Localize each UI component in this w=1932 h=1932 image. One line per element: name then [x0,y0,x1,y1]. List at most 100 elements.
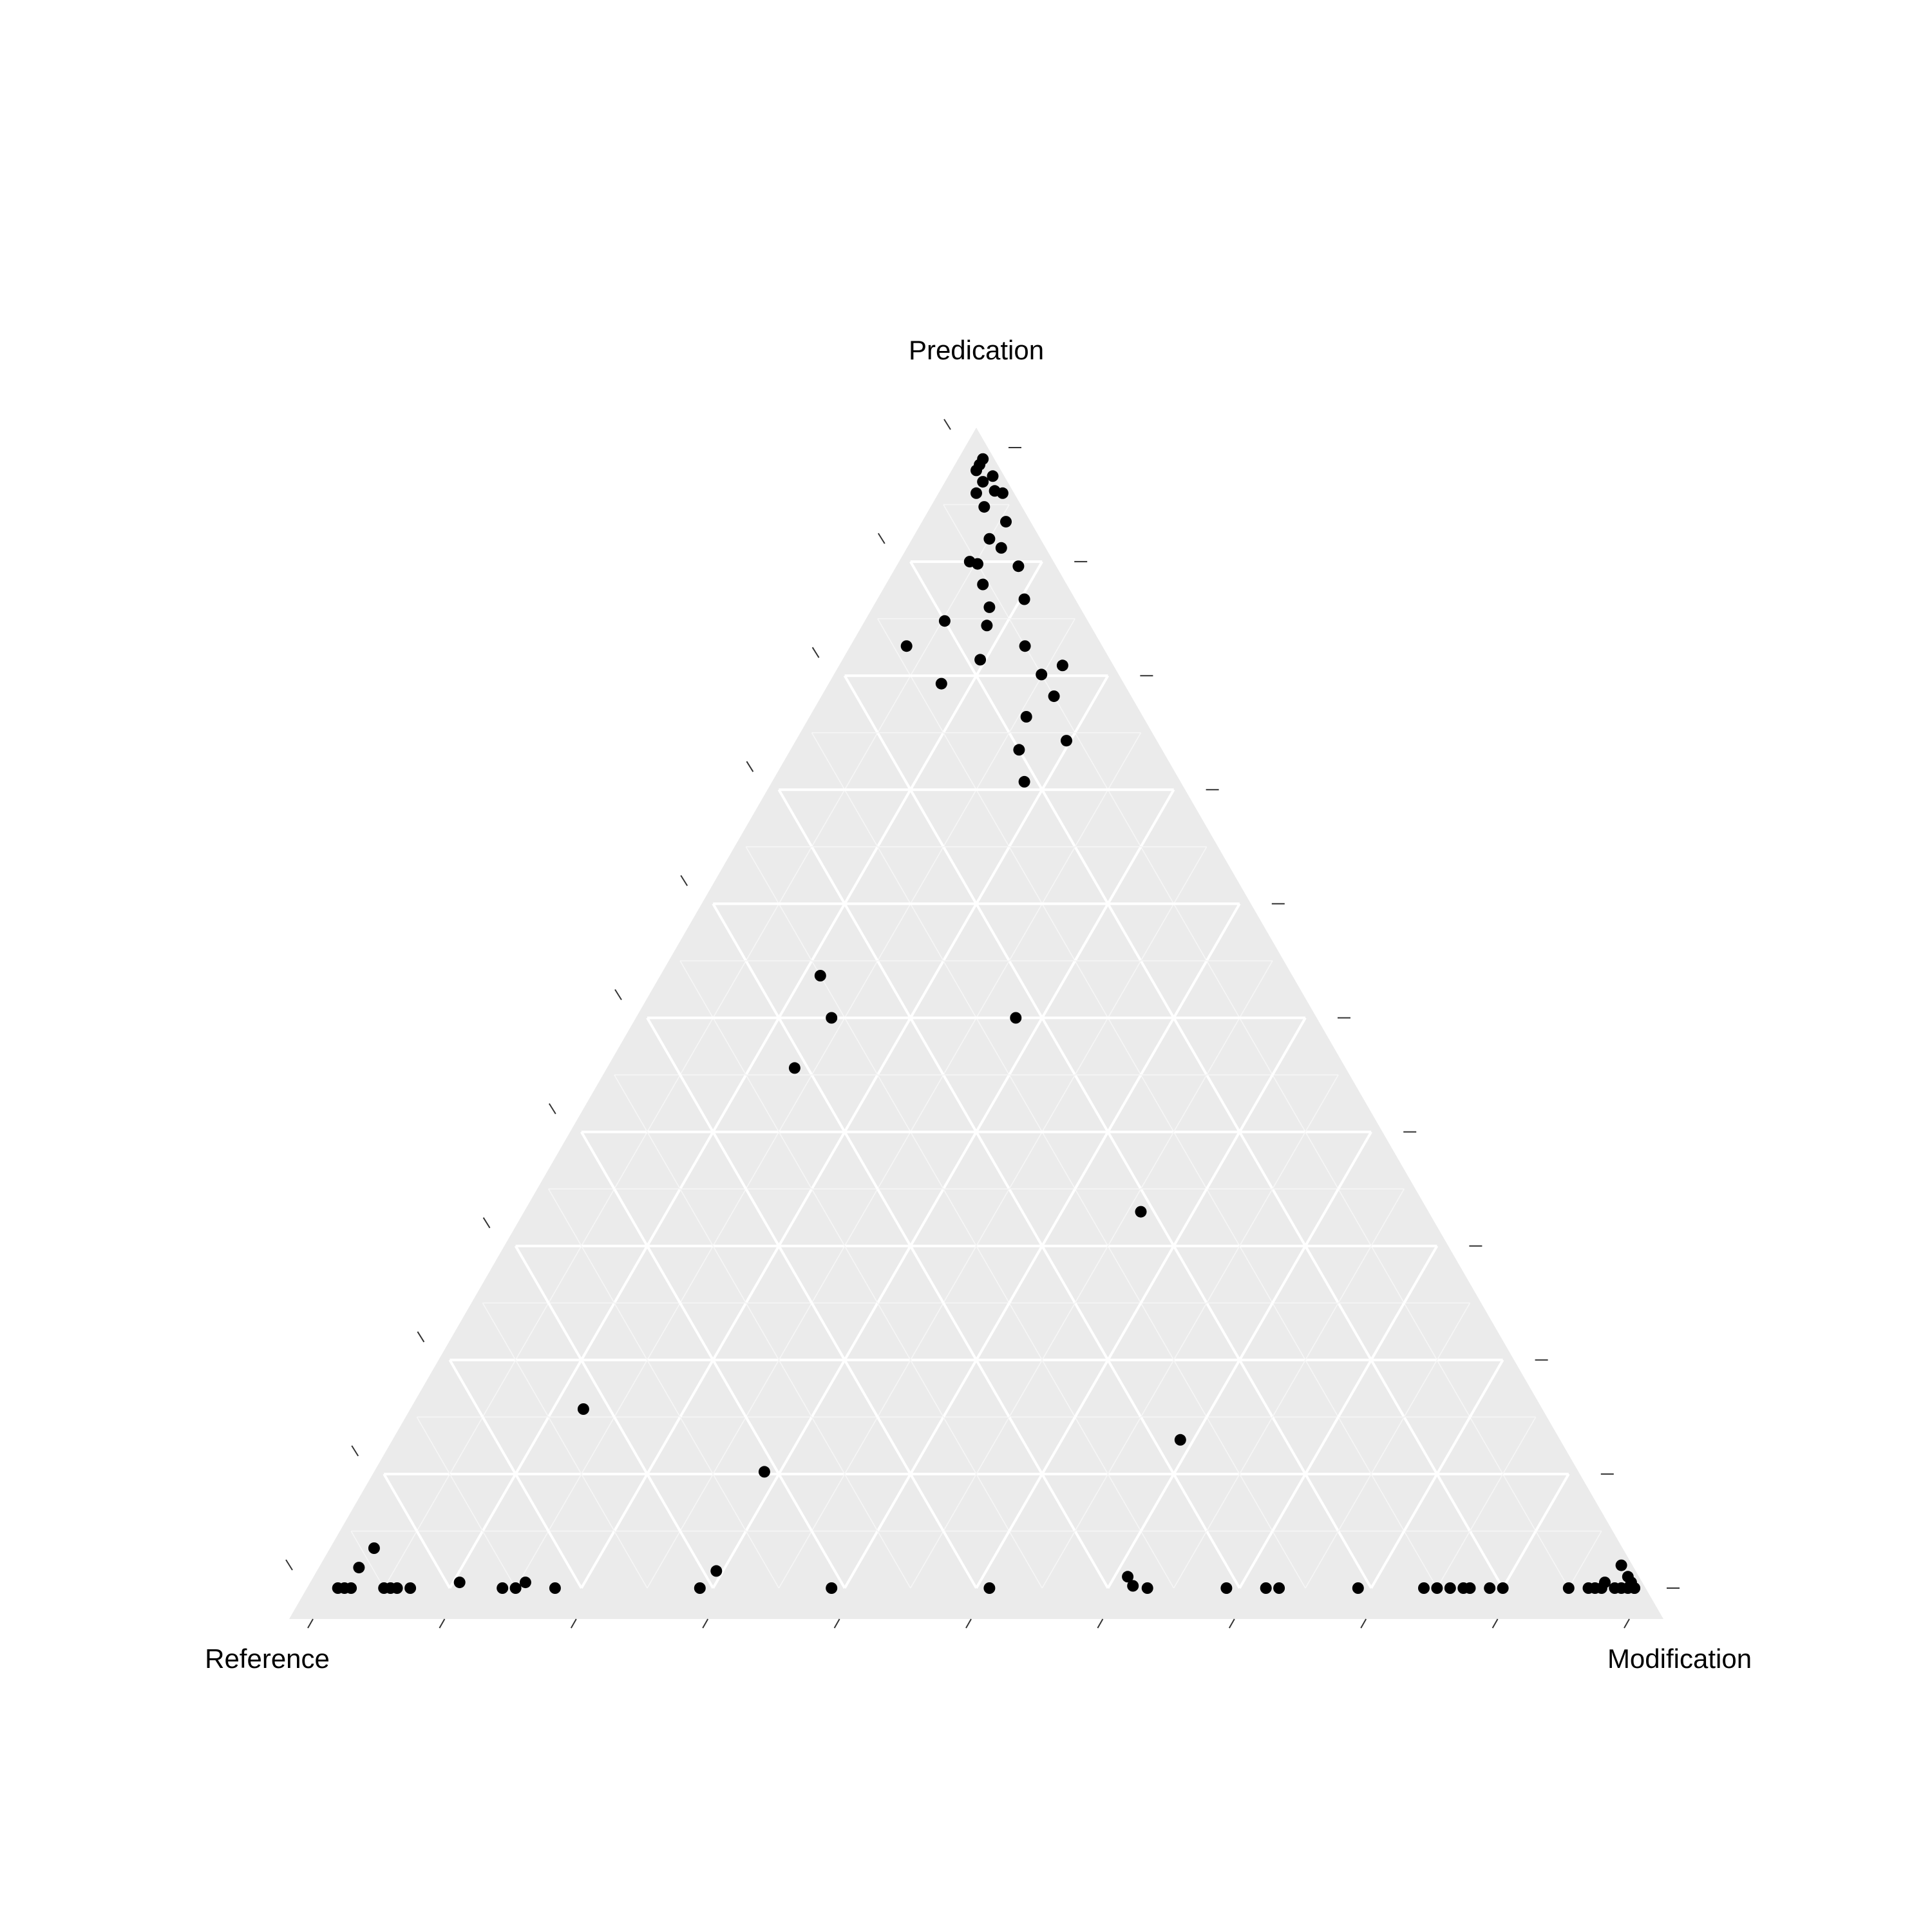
data-point [1061,735,1072,747]
gridline-modification [975,1017,1307,1589]
axis-label-top: Predication [909,335,1044,365]
tick-left [351,1445,359,1457]
data-point [1048,690,1060,703]
data-point [332,1582,344,1594]
gridline-reference [350,1531,384,1589]
data-point [1012,560,1025,573]
gridline-modification [383,504,1010,1589]
data-point [1220,1582,1233,1594]
data-point [1260,1582,1272,1594]
gridline-modification [1501,1473,1570,1589]
data-point [1444,1582,1456,1594]
tick-left [877,533,886,544]
data-point [1464,1582,1476,1594]
data-point [971,464,982,477]
data-point [509,1582,522,1594]
gridline-reference [448,1359,583,1589]
gridline-modification [1041,1074,1339,1589]
data-point [978,501,990,513]
tick-bottom [570,1618,577,1629]
data-point [519,1577,531,1589]
data-point [1273,1582,1285,1594]
gridlines [350,504,1602,1589]
tick-bottom [1492,1618,1499,1629]
tick-bottom [1097,1618,1104,1629]
data-point [987,470,999,482]
data-point [900,640,913,652]
data-point [1019,640,1031,652]
gridline-reference [943,504,1569,1589]
data-point [1629,1582,1640,1594]
tick-left [746,761,754,772]
gridline-modification [1568,1531,1602,1589]
tick-bottom [965,1618,972,1629]
tick-left [680,875,688,886]
gridline-reference [580,1131,846,1589]
data-point [1018,775,1030,788]
data-point [497,1582,509,1594]
gridline-reference [811,732,1306,1589]
gridline-modification [1106,1131,1372,1589]
tick-left [811,647,820,658]
data-point [694,1582,706,1594]
axis-ticks [285,419,1680,1629]
data-point [1622,1571,1634,1583]
data-points [332,453,1640,1594]
tick-bottom [702,1618,709,1629]
data-point [995,542,1007,554]
gridline-reference [614,1074,911,1589]
data-point [826,1582,838,1594]
tick-left [285,1559,293,1571]
tick-bottom [1360,1618,1367,1629]
data-point [577,1403,589,1415]
axis-label-right: Modification [1607,1643,1752,1674]
tick-left [417,1331,425,1343]
data-point [1135,1206,1147,1218]
data-point [972,558,983,570]
data-point [983,601,996,613]
gridline-modification [1436,1416,1537,1589]
data-point [996,487,1009,499]
data-point [814,970,826,981]
tick-bottom [1624,1618,1630,1629]
data-point [391,1582,403,1594]
data-point [1174,1434,1186,1446]
data-point [1056,659,1068,672]
plot-panel [289,428,1663,1619]
data-point [353,1562,365,1574]
data-point [935,677,947,690]
data-point [977,476,989,488]
gridline-reference [877,618,1438,1589]
data-point [368,1542,380,1554]
tick-left [482,1217,491,1229]
data-point [1020,711,1032,723]
gridline-modification [910,960,1273,1589]
gridline-reference [745,846,1175,1589]
data-point [1615,1559,1627,1571]
data-point [1122,1571,1134,1583]
data-point [710,1565,723,1577]
data-point [1127,1580,1139,1592]
gridline-reference [548,1188,780,1589]
data-point [1013,744,1025,756]
data-point [404,1582,417,1594]
axis-label-left: Reference [205,1643,330,1674]
data-point [1036,668,1048,681]
gridline-modification [1370,1359,1504,1589]
data-point [549,1582,561,1594]
data-point [938,615,951,627]
data-point [981,620,993,632]
data-point [1418,1582,1430,1594]
gridline-reference [679,960,1043,1589]
tick-bottom [833,1618,840,1629]
gridline-modification [1238,1245,1439,1589]
data-point [1562,1582,1575,1594]
data-point [1352,1582,1364,1594]
tick-left [614,989,622,1001]
tick-left [548,1103,556,1115]
data-point [1431,1582,1443,1594]
tick-bottom [307,1618,314,1629]
gridline-modification [515,618,1075,1589]
data-point [1018,593,1030,605]
